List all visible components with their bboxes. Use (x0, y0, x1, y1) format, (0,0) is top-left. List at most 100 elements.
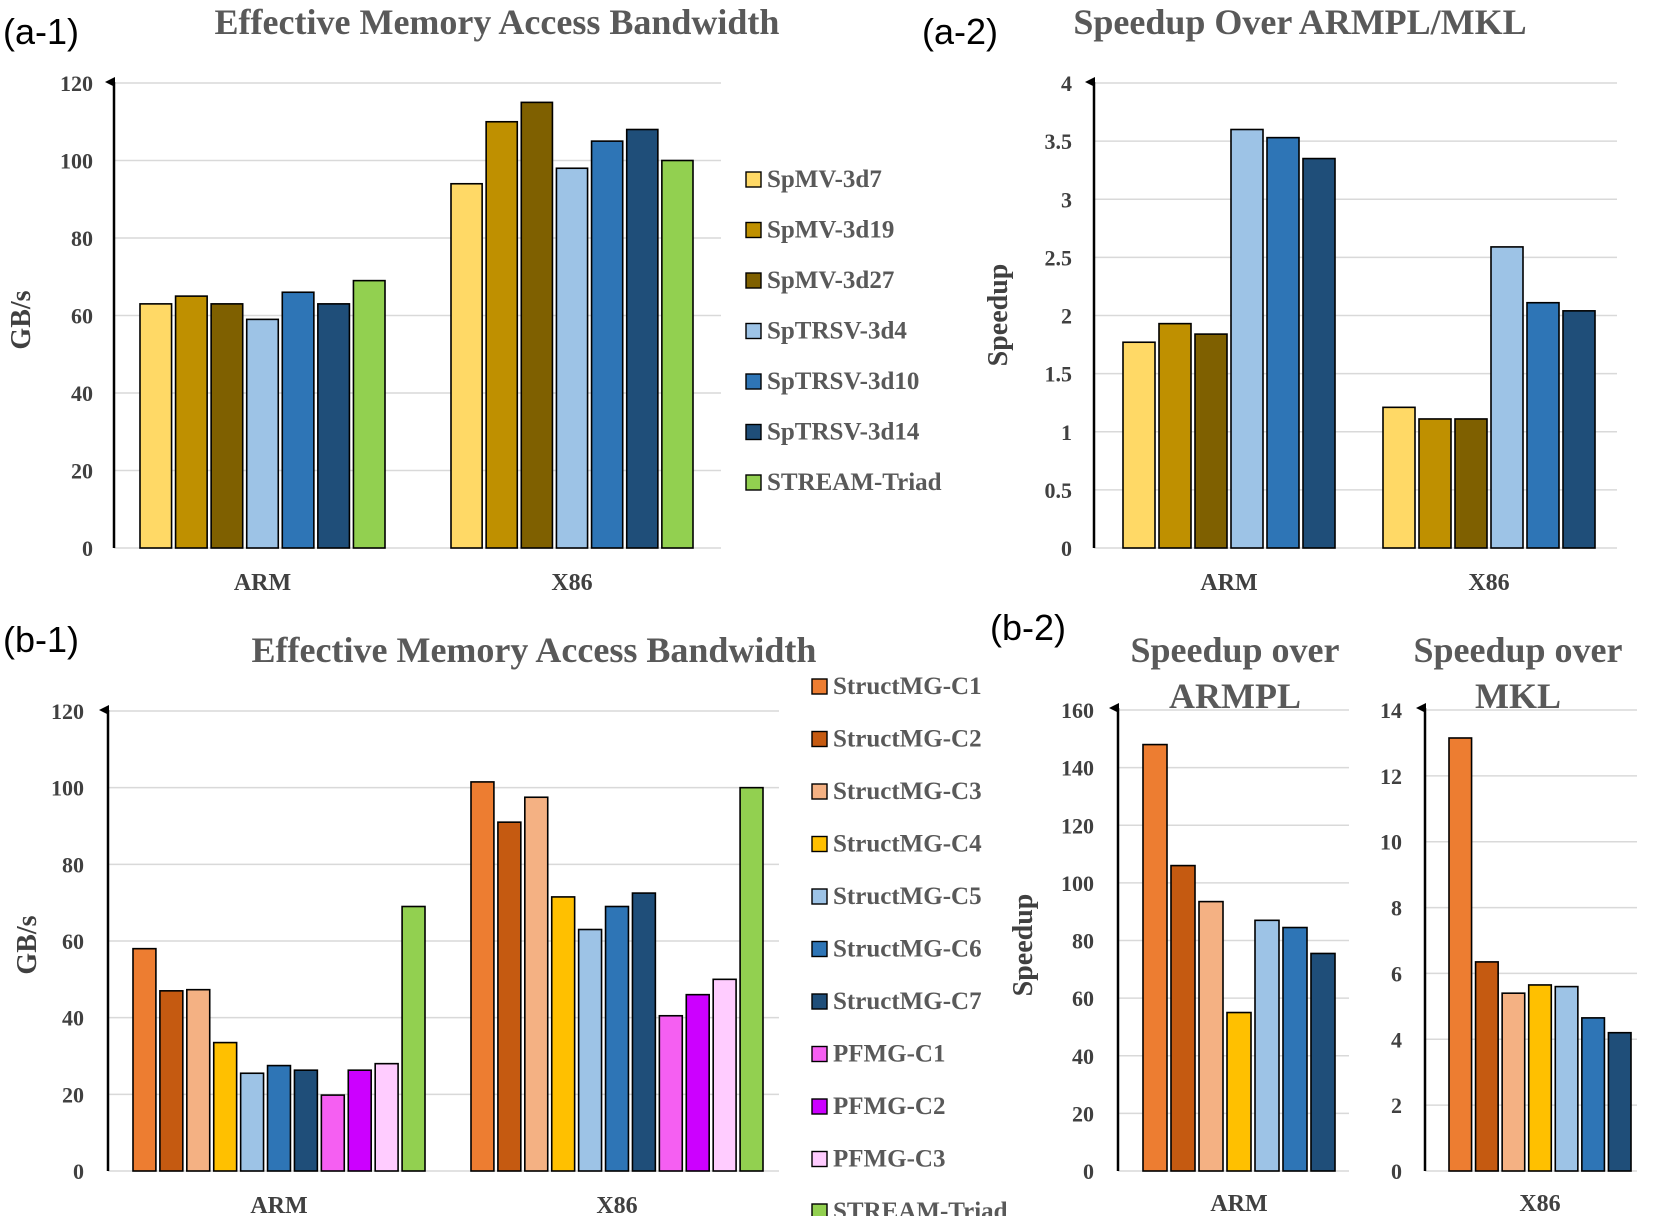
bar-sptrsv-3d14-x86 (625, 128, 659, 549)
legend-swatch-pfmg-c1 (811, 1045, 828, 1063)
chart-title-line-2: MKL (1475, 676, 1561, 716)
bar-structmg-c7-arm (293, 1069, 319, 1172)
bar-sptrsv-3d4-x86 (555, 167, 589, 549)
bar-structmg-c6-arm (266, 1064, 292, 1172)
legend-label-structmg-c2: StructMG-C2 (833, 726, 982, 753)
y-tick-label: 160 (1061, 698, 1094, 723)
legend-label-pfmg-c3: PFMG-C3 (833, 1146, 945, 1173)
category-label: X86 (1468, 570, 1509, 596)
chart-a1: 0 20 40 60 80 100 120 ARM X86 GB/s Effective Memor… (6, 2, 942, 596)
legend-label-structmg-c7: StructMG-C7 (833, 988, 982, 1015)
legend-label-structmg-c3: StructMG-C3 (833, 778, 982, 805)
panel-label-b2: (b-2) (990, 607, 1066, 648)
legend-label-pfmg-c2: PFMG-C2 (833, 1093, 945, 1120)
bar-stream-triad-x86 (661, 159, 694, 549)
chart-title: Effective Memory Access Bandwidth (252, 630, 817, 670)
legend-label-sptrsv-3d10: SpTRSV-3d10 (767, 368, 919, 395)
legend-swatch-structmg-c5 (811, 888, 828, 905)
bar-spmv-3d19-x86 (485, 120, 519, 549)
y-tick-label: 100 (1061, 871, 1094, 896)
bar-structmg-c6-x86 (1581, 1017, 1606, 1172)
bar-sptrsv-3d14-x86 (1562, 310, 1596, 549)
bar-structmg-c1-arm (1142, 743, 1168, 1172)
bar-spmv-3d27-arm (210, 303, 244, 549)
bar-stream-triad-arm (401, 905, 426, 1172)
category-label: X86 (1519, 1191, 1560, 1216)
bar-sptrsv-3d14-arm (1302, 157, 1336, 549)
legend-label-stream-triad: STREAM-Triad (767, 469, 942, 496)
legend-swatch-structmg-c3 (811, 783, 828, 800)
legend-swatch-spmv-3d27 (745, 272, 762, 289)
y-tick-label: 80 (62, 852, 84, 877)
bar-structmg-c2-x86 (497, 821, 522, 1172)
y-tick-label: 40 (1072, 1044, 1094, 1069)
panel-label-b1: (b-1) (3, 619, 79, 660)
y-tick-label: 1 (1061, 420, 1072, 445)
y-axis-label: GB/s (12, 915, 43, 974)
chart-a2: 0 0.5 1 1.5 2 2.5 3 3.5 4 ARM X86 Speedup Speedup Ov… (983, 2, 1617, 596)
bar-structmg-c5-x86 (1554, 985, 1579, 1172)
legend-swatch-structmg-c6 (811, 940, 828, 958)
bar-sptrsv-3d10-x86 (1526, 301, 1560, 549)
bar-sptrsv-3d14-arm (317, 303, 351, 549)
bar-spmv-3d27-x86 (520, 101, 554, 549)
bar-structmg-c2-arm (1170, 864, 1196, 1172)
category-label: X86 (551, 570, 592, 596)
legend-swatch-structmg-c2 (811, 730, 828, 748)
bar-pfmg-c2-arm (347, 1069, 372, 1172)
legend-swatch-sptrsv-3d4 (745, 322, 762, 340)
bar-structmg-c1-arm (132, 947, 157, 1172)
category-label: X86 (596, 1193, 637, 1216)
bar-structmg-c6-arm (1282, 926, 1308, 1172)
y-tick-label: 40 (62, 1006, 84, 1031)
chart-title: Effective Memory Access Bandwidth (215, 2, 780, 42)
legend-label-pfmg-c1: PFMG-C1 (833, 1041, 945, 1068)
category-label: ARM (234, 570, 291, 596)
legend-label-structmg-c6: StructMG-C6 (833, 936, 982, 963)
bar-structmg-c5-arm (239, 1072, 265, 1172)
bar-sptrsv-3d10-arm (1266, 136, 1300, 549)
bar-pfmg-c3-x86 (712, 978, 737, 1172)
category-label: ARM (250, 1193, 307, 1216)
y-tick-label: 2 (1391, 1093, 1402, 1118)
legend-label-spmv-3d27: SpMV-3d27 (767, 267, 894, 294)
chart-b2-mkl: 0 2 4 6 8 10 12 14 X86 Speedup over MKL (1380, 630, 1637, 1216)
chart-b2-armpl: 0 20 40 60 80 100 120 140 160 ARM Speedup Speedup o… (1008, 630, 1349, 1216)
y-axis-label: Speedup (983, 264, 1014, 367)
panel-label-a2: (a-2) (922, 11, 998, 52)
y-tick-label: 2 (1061, 304, 1072, 329)
y-tick-label: 0 (1061, 536, 1072, 561)
bar-structmg-c7-x86 (1607, 1031, 1632, 1172)
legend-swatch-sptrsv-3d14 (745, 423, 762, 441)
bar-structmg-c4-x86 (1527, 984, 1553, 1172)
bar-structmg-c6-x86 (604, 905, 630, 1172)
y-tick-label: 14 (1380, 698, 1402, 723)
y-tick-label: 20 (62, 1082, 84, 1107)
legend-label-structmg-c4: StructMG-C4 (833, 831, 982, 858)
legend-swatch-pfmg-c2 (811, 1098, 828, 1115)
bar-structmg-c5-arm (1254, 919, 1280, 1172)
bar-structmg-c2-arm (159, 990, 184, 1172)
bar-sptrsv-3d10-x86 (590, 140, 624, 549)
y-tick-label: 4 (1061, 71, 1072, 96)
chart-title-line-1: Speedup over (1413, 630, 1622, 670)
legend-b1: StructMG-C1 StructMG-C2 StructMG-C3 StructM… (811, 673, 1008, 1216)
y-tick-label: 100 (51, 776, 84, 801)
y-tick-label: 0 (1391, 1159, 1402, 1184)
y-tick-label: 140 (1061, 756, 1094, 781)
legend-label-sptrsv-3d14: SpTRSV-3d14 (767, 419, 920, 446)
bar-sptrsv-3d4-arm (1230, 128, 1264, 549)
bar-structmg-c1-x86 (470, 781, 495, 1172)
y-tick-label: 4 (1391, 1027, 1402, 1052)
y-tick-label: 120 (60, 71, 93, 96)
panel-label-a1: (a-1) (3, 11, 79, 52)
legend-a1: SpMV-3d7 SpMV-3d19 SpMV-3d27 SpTRSV-3d4 SpTR… (745, 166, 942, 496)
y-tick-label: 0 (73, 1159, 84, 1184)
bar-spmv-3d19-arm (174, 295, 208, 549)
bar-sptrsv-3d10-arm (281, 291, 315, 549)
y-tick-label: 80 (71, 226, 93, 251)
bar-spmv-3d19-arm (1158, 322, 1192, 549)
bar-structmg-c3-arm (186, 988, 211, 1172)
y-tick-label: 60 (71, 304, 93, 329)
